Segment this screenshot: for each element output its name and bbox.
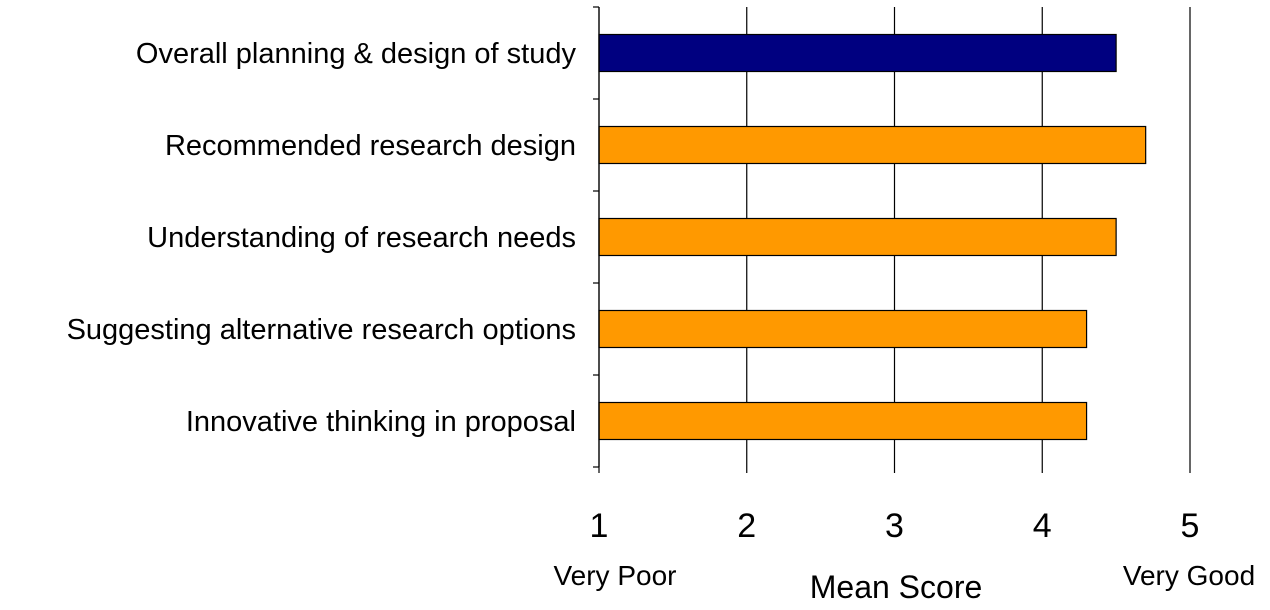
bar-3 <box>599 219 1116 256</box>
bar-1 <box>599 35 1116 72</box>
labels: Overall planning & design of study Recomm… <box>67 38 1200 545</box>
x-tick-label: 2 <box>737 507 756 545</box>
bar-4 <box>599 311 1087 348</box>
x-tick-label: 3 <box>885 507 904 545</box>
category-label: Suggesting alternative research options <box>67 314 576 346</box>
x-axis-title: Mean Score <box>810 569 983 605</box>
bar-2 <box>599 127 1146 164</box>
x-axis-low-label: Very Poor <box>554 560 677 591</box>
x-tick-label: 1 <box>590 507 609 545</box>
category-label: Innovative thinking in proposal <box>186 406 576 438</box>
bars <box>599 35 1146 440</box>
x-axis-high-label: Very Good <box>1123 560 1255 591</box>
category-label: Recommended research design <box>165 130 576 162</box>
category-label: Overall planning & design of study <box>136 38 577 70</box>
x-tick-label: 4 <box>1033 507 1052 545</box>
x-tick-label: 5 <box>1181 507 1200 545</box>
category-label: Understanding of research needs <box>147 222 576 254</box>
bar-5 <box>599 403 1087 440</box>
